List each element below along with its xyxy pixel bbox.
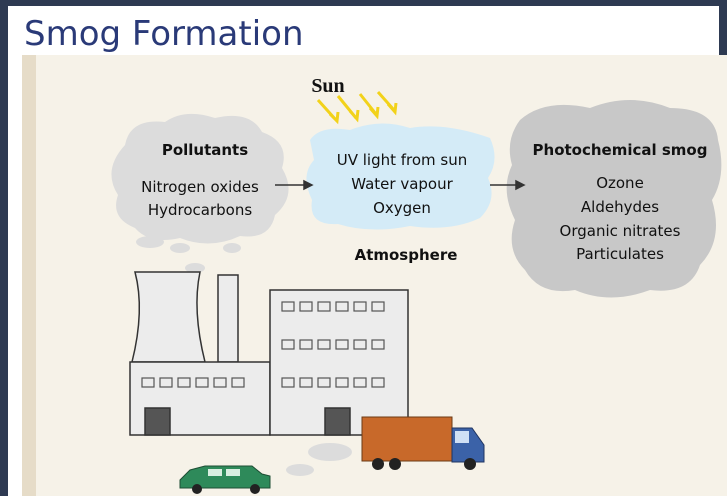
window xyxy=(371,339,385,350)
pollutants-cloud xyxy=(111,113,289,244)
windows xyxy=(141,301,385,388)
window xyxy=(231,377,245,388)
window xyxy=(353,301,367,312)
window xyxy=(353,339,367,350)
node-item: Organic nitrates xyxy=(560,222,681,240)
window xyxy=(281,339,295,350)
sun-rays xyxy=(316,91,398,125)
sun-label: Sun xyxy=(311,75,344,97)
small-clouds xyxy=(136,236,352,476)
node-label: Pollutants xyxy=(162,141,248,159)
node-item: Ozone xyxy=(596,174,644,192)
smog-cloud xyxy=(506,100,722,298)
window xyxy=(159,377,173,388)
node-item: Particulates xyxy=(576,245,664,263)
window xyxy=(281,301,295,312)
window xyxy=(371,377,385,388)
window xyxy=(299,377,313,388)
atmosphere-cloud xyxy=(306,123,495,230)
node-label: Photochemical smog xyxy=(533,141,708,159)
factory xyxy=(129,271,409,436)
node-item: Nitrogen oxides xyxy=(141,178,259,196)
truck xyxy=(361,416,485,470)
window xyxy=(213,377,227,388)
window xyxy=(299,339,313,350)
window xyxy=(317,377,331,388)
window xyxy=(353,377,367,388)
window xyxy=(195,377,209,388)
window xyxy=(335,339,349,350)
window xyxy=(317,301,331,312)
node-item: UV light from sun xyxy=(337,151,468,169)
window xyxy=(299,301,313,312)
node-item: Aldehydes xyxy=(581,198,659,216)
window xyxy=(177,377,191,388)
car xyxy=(179,465,271,494)
figure-edge xyxy=(22,55,36,496)
window xyxy=(317,339,331,350)
arrows xyxy=(275,179,526,191)
node-item: Oxygen xyxy=(373,199,431,217)
node-item: Hydrocarbons xyxy=(148,201,253,219)
window xyxy=(281,377,295,388)
window xyxy=(335,377,349,388)
node-item: Water vapour xyxy=(351,175,453,193)
window xyxy=(335,301,349,312)
window xyxy=(371,301,385,312)
window xyxy=(141,377,155,388)
atmosphere-label: Atmosphere xyxy=(355,246,458,264)
title: Smog Formation xyxy=(24,14,304,54)
